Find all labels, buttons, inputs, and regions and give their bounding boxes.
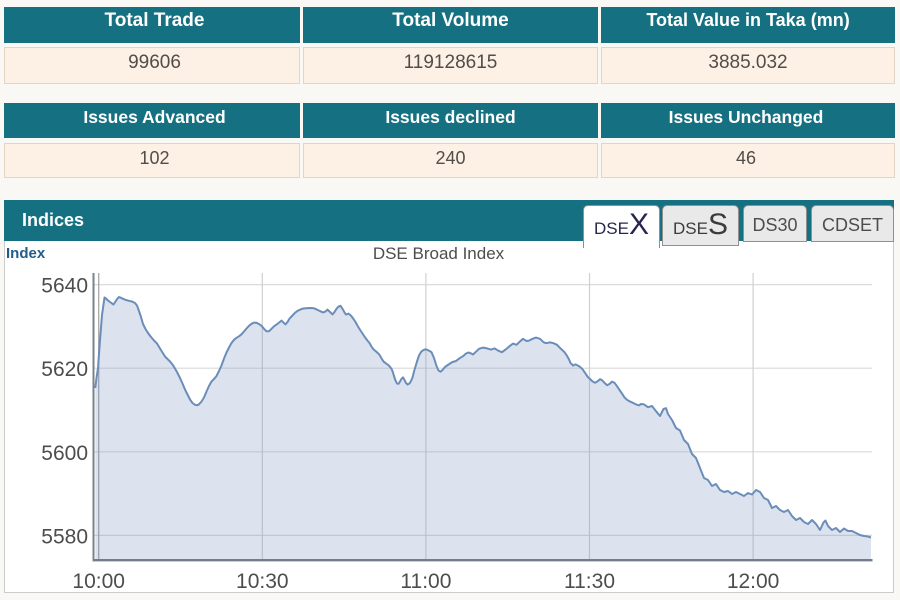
svg-text:10:30: 10:30	[236, 570, 289, 593]
svg-text:5640: 5640	[41, 275, 88, 298]
svg-text:5580: 5580	[41, 525, 88, 548]
svg-text:11:30: 11:30	[564, 570, 615, 593]
svg-text:11:00: 11:00	[400, 570, 451, 593]
svg-text:10:00: 10:00	[72, 570, 125, 593]
svg-text:5600: 5600	[41, 442, 88, 465]
svg-text:5620: 5620	[41, 358, 88, 381]
svg-text:12:00: 12:00	[727, 570, 780, 593]
